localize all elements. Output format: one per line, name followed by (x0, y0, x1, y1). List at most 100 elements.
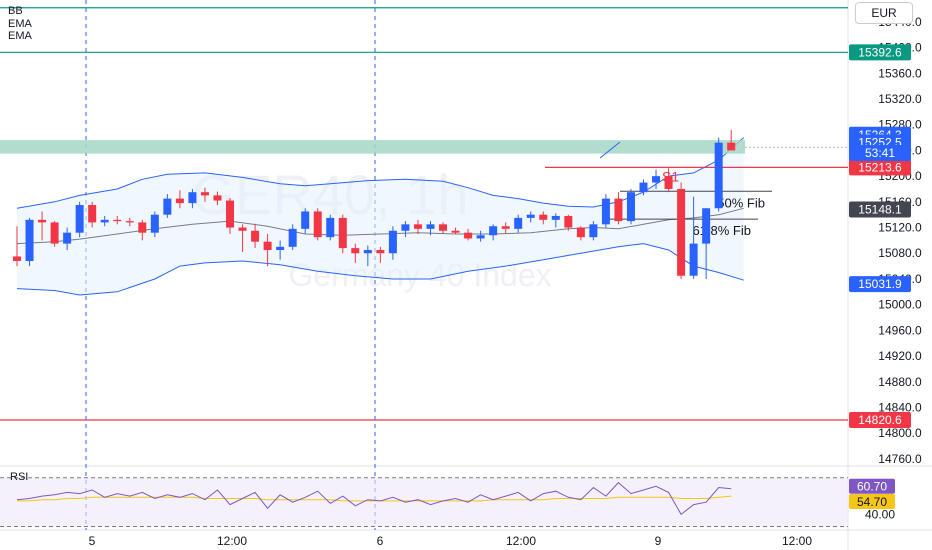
candle-body (313, 211, 322, 238)
candle-body (75, 205, 84, 233)
candle-body (614, 198, 623, 222)
price-tick-label: 15320.0 (878, 92, 922, 106)
candle-body (689, 243, 698, 276)
price-tick-label: 14840.0 (878, 401, 922, 415)
price-badge-3: 53:41 (849, 144, 911, 161)
level-badge-2-text: 15392.6 (858, 45, 902, 59)
price-tick-label: 15120.0 (878, 221, 922, 235)
candle-body (238, 227, 247, 231)
rsi-badge-text: 60.70 (857, 480, 887, 494)
price-badge-3-bg (849, 144, 911, 161)
candle-body (163, 198, 172, 215)
candle-body (100, 219, 109, 223)
candle-body (188, 192, 197, 204)
price-badge-4-bg (849, 201, 911, 218)
candle-body (363, 250, 372, 254)
candle-body (476, 235, 485, 239)
candle-body (514, 217, 523, 229)
rsi-tick-label: 40.00 (865, 507, 895, 521)
candle-body (702, 208, 711, 244)
candle-body (301, 211, 310, 229)
price-tick-label: 14880.0 (878, 375, 922, 389)
candle-body (677, 188, 686, 276)
candle-body (601, 198, 610, 225)
candle-body (439, 224, 448, 231)
time-tick-label: 6 (377, 534, 384, 548)
price-tick-label: 14960.0 (878, 323, 922, 337)
candle-body (464, 232, 473, 239)
resistance-zone (0, 140, 745, 154)
candle-body (288, 228, 297, 247)
price-badge-5-bg (849, 276, 911, 293)
currency-button[interactable]: EUR (855, 2, 913, 24)
candle-body (226, 200, 235, 228)
price-tick-label: 14800.0 (878, 426, 922, 440)
bollinger-band-fill (17, 137, 744, 295)
level-badge-3-bg (849, 159, 911, 176)
bollinger-upper-line (16, 137, 745, 209)
candle-body (13, 256, 21, 261)
level-badge-4-text: 14820.6 (858, 413, 902, 427)
rsi-ma-line (17, 495, 732, 502)
time-tick-label: 9 (655, 534, 662, 548)
candle-body (589, 224, 598, 238)
indicator-legend: BB EMA EMA (8, 5, 32, 43)
rsi-badge-2: 54.70 (849, 494, 895, 510)
indicator-ema-1[interactable]: EMA (8, 17, 32, 30)
candle-body (388, 230, 397, 254)
candle-body (664, 176, 673, 189)
bollinger-lower-line (16, 243, 744, 296)
candle-body (489, 226, 498, 236)
candle-body (326, 217, 335, 238)
price-tick-label: 14920.0 (878, 349, 922, 363)
candle-body (426, 224, 435, 229)
candle-body (501, 226, 510, 229)
price-tick-label: 15360.0 (878, 66, 922, 80)
level-badge-3-text: 15213.6 (858, 160, 902, 174)
price-tick-label: 15000.0 (878, 298, 922, 312)
candle-body (551, 215, 560, 220)
time-tick-label: 12:00 (782, 534, 812, 548)
candle-body (138, 222, 147, 233)
level-badge-2-bg (849, 44, 911, 61)
rsi-badge-1: 60.70 (849, 478, 895, 494)
candle-body (413, 224, 422, 229)
price-badge-3-text: 53:41 (865, 146, 895, 160)
candle-body (38, 219, 47, 223)
candle-body (251, 230, 260, 242)
price-tick-label: 15080.0 (878, 246, 922, 260)
annotation-fib-50: 50% Fib (717, 195, 765, 210)
level-badge-4-bg (849, 411, 911, 428)
price-tick-label: 14760.0 (878, 452, 922, 466)
candle-body (213, 195, 222, 201)
candle-body (576, 227, 585, 238)
annotation-fib-618: 61.8% Fib (692, 223, 751, 238)
candle-body (526, 214, 535, 218)
candle-body (113, 219, 122, 222)
price-badge-5-text: 15031.9 (858, 277, 902, 291)
rsi-line (16, 481, 732, 516)
candle-body (50, 222, 59, 244)
price-badge-4: 15148.1 (849, 201, 911, 218)
candle-body (727, 142, 736, 151)
trend-line (599, 141, 621, 159)
candle-body (639, 182, 648, 193)
price-badge-4-text: 15148.1 (858, 202, 902, 216)
candle-body (539, 214, 548, 220)
candle-body (451, 230, 460, 233)
candle-body (263, 241, 272, 251)
time-tick-label: 12:00 (217, 534, 247, 548)
indicator-ema-2[interactable]: EMA (8, 30, 32, 42)
indicator-bb[interactable]: BB (8, 5, 23, 17)
candle-body (714, 142, 723, 209)
price-badge-5: 15031.9 (849, 276, 911, 293)
candle-body (63, 232, 72, 244)
candle-body (338, 217, 347, 249)
candle-body (564, 215, 573, 228)
candle-body (25, 219, 34, 261)
rsi-indicator-label[interactable]: RSI (10, 471, 29, 483)
rsi-badge-text: 54.70 (857, 495, 887, 509)
candle-body (351, 248, 360, 254)
candle-body (626, 192, 635, 222)
